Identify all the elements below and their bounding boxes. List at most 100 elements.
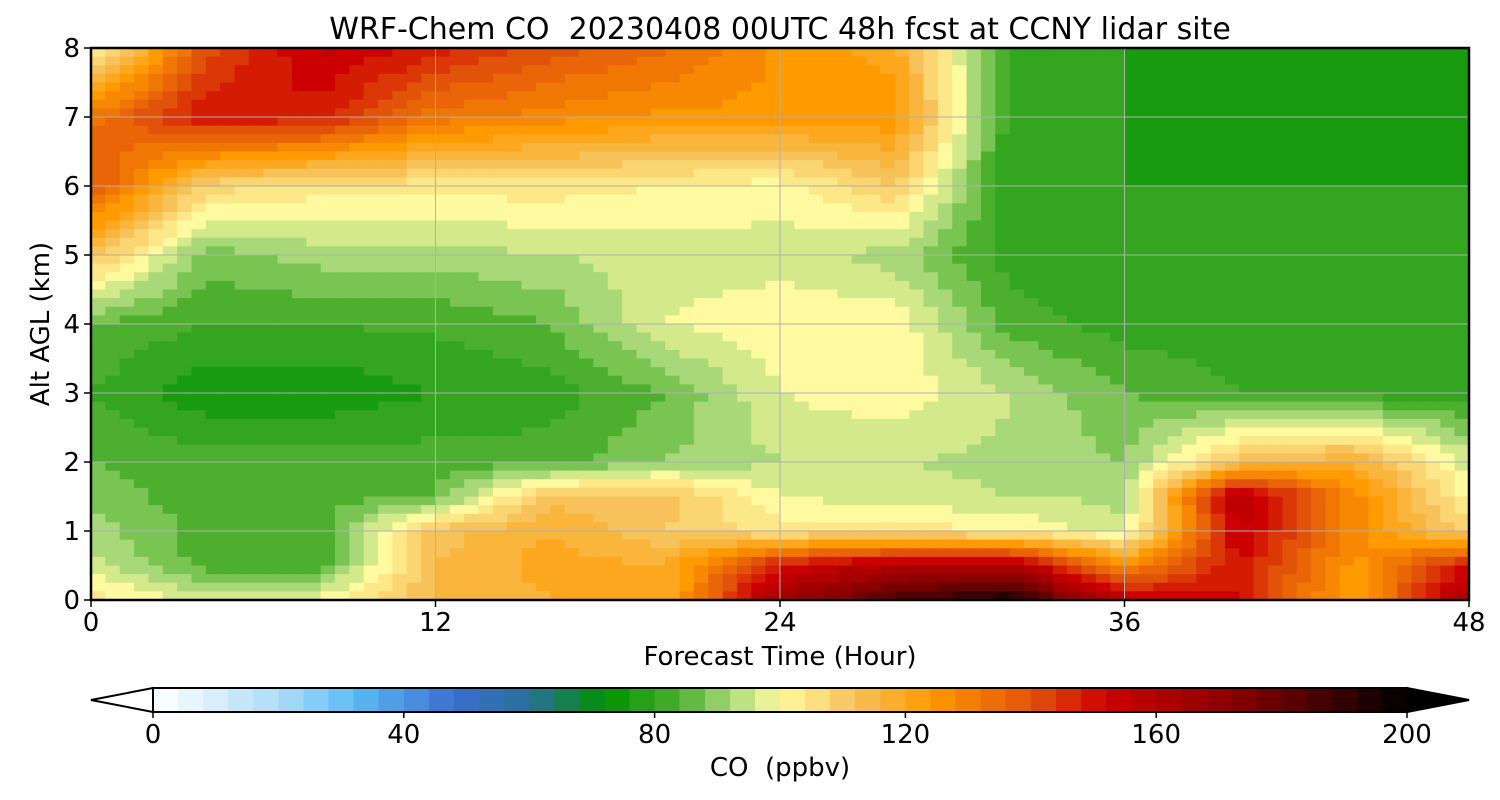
heatmap-cell [191,358,207,368]
heatmap-cell [248,194,264,204]
heatmap-cell [780,177,796,187]
heatmap-cell [679,220,695,230]
heatmap-cell [1382,151,1398,161]
heatmap-cell [708,289,724,299]
heatmap-cell [1425,91,1441,101]
heatmap-cell [923,410,939,420]
heatmap-cell [1411,358,1427,368]
heatmap-cell [1239,56,1255,66]
heatmap-cell [1181,73,1197,84]
heatmap-cell [622,168,638,179]
heatmap-cell [636,73,652,84]
heatmap-cell [521,91,537,101]
heatmap-cell [693,436,709,446]
heatmap-cell [636,272,652,282]
heatmap-cell [837,142,853,153]
heatmap-cell [1110,427,1126,437]
heatmap-cell [1440,142,1456,153]
heatmap-cell [291,289,308,299]
heatmap-cell [952,125,968,135]
heatmap-cell [1268,375,1284,386]
heatmap-cell [248,151,264,161]
heatmap-cell [1397,151,1413,161]
heatmap-cell [995,358,1011,368]
heatmap-cell [1224,375,1241,386]
heatmap-cell [665,358,681,368]
heatmap-cell [1153,280,1169,291]
heatmap-cell [392,418,408,429]
heatmap-cell [435,436,451,446]
heatmap-cell [636,220,652,230]
heatmap-cell [492,177,508,187]
heatmap-cell [421,324,437,334]
heatmap-cell [1224,194,1241,204]
heatmap-cell [507,237,523,248]
heatmap-cell [1224,142,1241,153]
heatmap-cell [937,358,953,368]
heatmap-cell [622,418,638,429]
heatmap-cell [909,332,925,342]
heatmap-cell [119,462,135,472]
heatmap-cell [521,151,537,161]
heatmap-cell [1440,487,1456,498]
heatmap-cell [866,125,882,135]
heatmap-cell [550,220,566,230]
heatmap-cell [1339,203,1355,213]
heatmap-cell [378,349,394,360]
heatmap-cell [1282,263,1298,273]
heatmap-cell [1009,99,1025,110]
heatmap-cell [794,427,810,437]
heatmap-cell [1397,341,1413,351]
heatmap-cell [291,48,308,58]
heatmap-cell [980,263,997,273]
heatmap-cell [349,194,365,204]
heatmap-cell [1110,142,1126,153]
heatmap-cell [177,332,193,342]
heatmap-cell [823,487,839,498]
heatmap-cell [607,324,623,334]
heatmap-cell [794,168,810,179]
heatmap-cell [1239,418,1255,429]
heatmap-cell [421,142,437,153]
heatmap-cell [320,151,336,161]
heatmap-cell [1081,151,1097,161]
heatmap-cell [349,358,365,368]
heatmap-cell [263,470,279,480]
heatmap-cell [1009,487,1025,498]
heatmap-cell [837,375,853,386]
heatmap-cell [406,298,422,308]
heatmap-cell [1024,298,1040,308]
heatmap-cell [1382,487,1398,498]
heatmap-cell [823,418,839,429]
heatmap-cell [1153,487,1169,498]
heatmap-cell [995,142,1011,153]
heatmap-cell [1425,194,1441,204]
heatmap-cell [1397,444,1413,455]
heatmap-cell [1440,479,1456,489]
heatmap-cell [1081,280,1097,291]
heatmap-cell [363,142,379,153]
heatmap-cell [492,263,508,273]
heatmap-cell [148,220,164,230]
heatmap-cell [435,315,451,325]
heatmap-cell [952,203,968,213]
heatmap-cell [119,99,135,110]
heatmap-cell [1325,82,1341,92]
heatmap-cell [378,341,394,351]
heatmap-cell [1038,73,1054,84]
heatmap-cell [966,436,982,446]
heatmap-cell [220,280,236,291]
heatmap-cell [1368,263,1384,273]
heatmap-cell [492,462,508,472]
heatmap-cell [564,82,580,92]
heatmap-cell [1239,220,1255,230]
heatmap-cell [995,194,1011,204]
heatmap-cell [220,298,236,308]
heatmap-cell [191,444,207,455]
heatmap-cell [392,358,408,368]
heatmap-cell [535,298,552,308]
heatmap-cell [435,56,451,66]
heatmap-cell [306,220,322,230]
heatmap-cell [909,151,925,161]
heatmap-cell [1368,91,1384,101]
